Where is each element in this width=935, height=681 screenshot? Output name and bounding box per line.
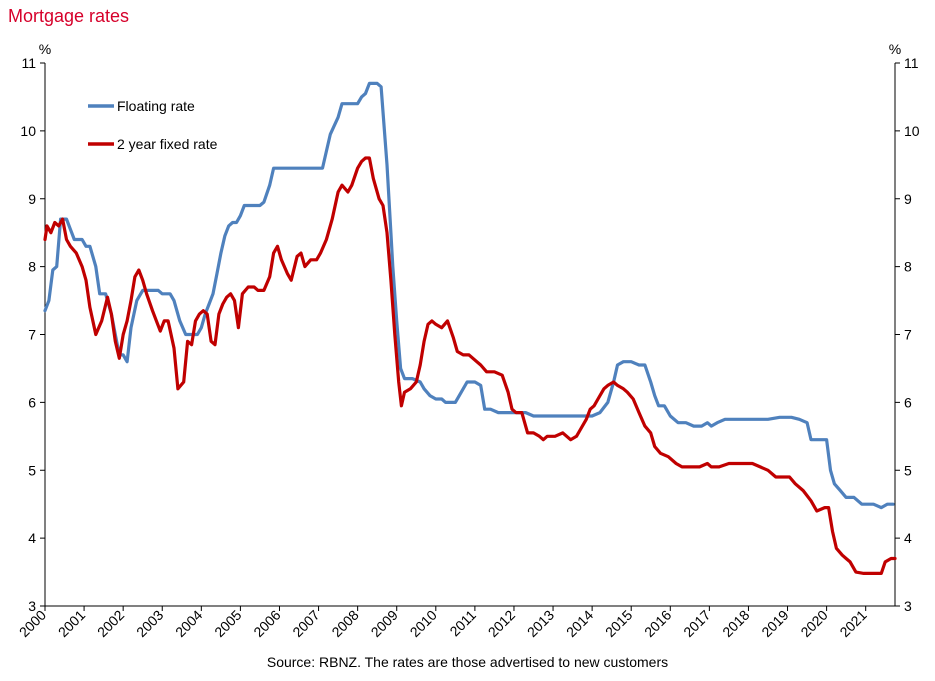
x-tick-label: 2014 (563, 607, 596, 640)
y-tick-label-left: 5 (28, 462, 36, 478)
x-tick-label: 2019 (758, 607, 791, 640)
x-tick-label: 2012 (485, 607, 518, 640)
y-unit-left: % (39, 41, 51, 57)
x-tick-label: 2021 (836, 607, 869, 640)
y-tick-label-right: 7 (904, 327, 912, 343)
x-tick-label: 2018 (719, 607, 752, 640)
x-tick-label: 2007 (289, 607, 322, 640)
y-tick-label-left: 4 (28, 530, 36, 546)
series-line-floating-rate (43, 81, 895, 510)
x-tick-label: 2009 (368, 607, 401, 640)
y-tick-label-right: 5 (904, 462, 912, 478)
y-tick-label-left: 11 (21, 55, 36, 71)
y-tick-label-right: 11 (904, 55, 919, 71)
y-unit-right: % (889, 41, 901, 57)
legend-label: 2 year fixed rate (117, 136, 218, 152)
series-line-fixed-rate (43, 156, 897, 575)
x-tick-label: 2015 (602, 607, 635, 640)
y-tick-label-right: 3 (904, 598, 912, 614)
y-tick-label-left: 10 (20, 123, 36, 139)
x-tick-label: 2000 (16, 607, 49, 640)
x-tick-label: 2006 (250, 607, 283, 640)
legend-label: Floating rate (117, 98, 195, 114)
x-tick-label: 2004 (172, 607, 205, 640)
x-tick-label: 2001 (55, 607, 88, 640)
x-tick-label: 2011 (446, 607, 479, 640)
x-tick-label: 2020 (797, 607, 830, 640)
y-tick-label-left: 3 (28, 598, 36, 614)
y-tick-label-right: 9 (904, 191, 912, 207)
y-tick-label-left: 8 (28, 259, 36, 275)
y-tick-label-right: 6 (904, 394, 912, 410)
x-tick-label: 2008 (328, 607, 361, 640)
x-tick-label: 2016 (641, 607, 674, 640)
y-tick-label-left: 6 (28, 394, 36, 410)
x-tick-label: 2002 (94, 607, 127, 640)
x-tick-label: 2003 (133, 607, 166, 640)
x-tick-label: 2005 (211, 607, 244, 640)
y-tick-label-right: 4 (904, 530, 912, 546)
y-tick-label-left: 7 (28, 327, 36, 343)
x-tick-label: 2017 (680, 607, 713, 640)
y-tick-label-right: 10 (904, 123, 920, 139)
chart-title: Mortgage rates (8, 6, 130, 26)
chart-source-note: Source: RBNZ. The rates are those advert… (266, 654, 669, 670)
x-tick-label: 2010 (407, 607, 440, 640)
y-tick-label-right: 8 (904, 259, 912, 275)
y-tick-label-left: 9 (28, 191, 36, 207)
x-tick-label: 2013 (524, 607, 557, 640)
